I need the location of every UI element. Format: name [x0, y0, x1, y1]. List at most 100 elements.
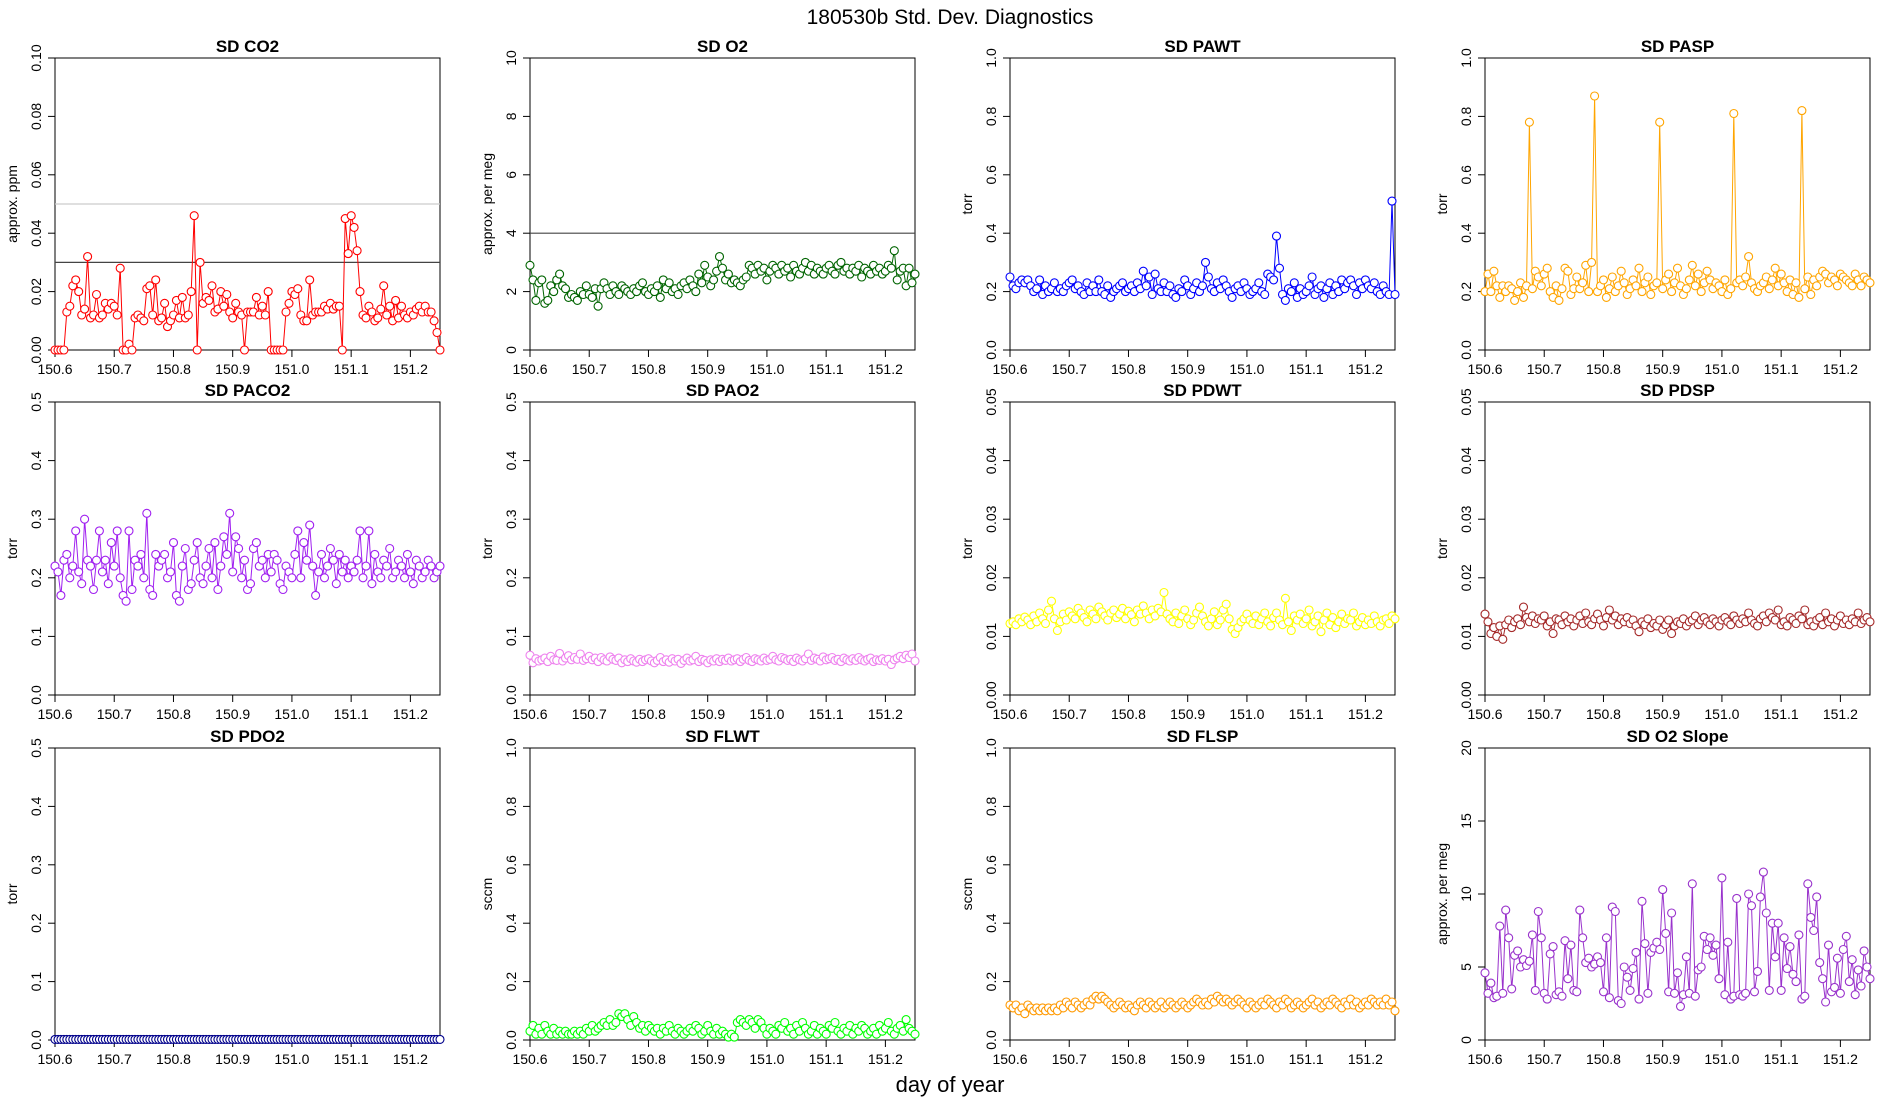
data-point	[420, 567, 430, 577]
data-point	[160, 549, 170, 559]
data-point	[1052, 625, 1062, 636]
data-point	[1486, 287, 1496, 297]
data-point	[1129, 617, 1139, 627]
data-point	[1289, 278, 1299, 288]
data-point	[53, 567, 63, 577]
data-point	[305, 520, 315, 530]
data-point	[1752, 966, 1763, 976]
data-point	[1584, 287, 1594, 297]
y-axis-label: torr	[1434, 193, 1450, 214]
data-point	[1681, 952, 1691, 962]
y-tick-label: 0.0	[983, 1030, 999, 1050]
x-tick-label: 150.6	[512, 361, 547, 377]
data-point	[910, 269, 920, 279]
data-point	[1791, 618, 1801, 629]
data-point	[213, 584, 223, 595]
panel-title: SD PACO2	[205, 381, 291, 400]
x-tick-label: 150.8	[156, 361, 191, 377]
data-point	[133, 561, 143, 571]
data-point	[1696, 962, 1706, 972]
data-point	[97, 310, 107, 320]
y-tick-label: 0.2	[503, 568, 519, 588]
x-tick-label: 150.6	[992, 706, 1027, 722]
data-point	[1723, 937, 1733, 947]
data-point	[697, 278, 707, 288]
data-point	[1566, 940, 1576, 950]
data-point	[1215, 615, 1225, 625]
data-point	[127, 345, 137, 355]
data-point	[319, 573, 330, 583]
data-point	[1254, 278, 1264, 288]
x-tick-label: 150.8	[1586, 361, 1621, 377]
data-point	[1711, 940, 1721, 950]
data-point	[1749, 987, 1760, 997]
data-point	[1489, 266, 1499, 276]
y-tick-label: 0.8	[1458, 106, 1474, 126]
data-point	[1714, 974, 1724, 984]
data-point	[65, 301, 75, 311]
data-point	[1307, 272, 1317, 282]
data-point	[106, 538, 116, 548]
data-point	[364, 526, 374, 536]
data-point	[1744, 252, 1754, 262]
data-point	[260, 573, 270, 583]
data-point	[1622, 972, 1632, 982]
x-tick-label: 151.1	[1289, 1051, 1324, 1067]
data-point	[239, 555, 250, 565]
data-point	[177, 292, 187, 302]
data-point	[1829, 982, 1840, 992]
data-point	[1390, 1006, 1400, 1016]
data-point	[1094, 275, 1104, 285]
data-point	[910, 656, 920, 666]
data-point	[109, 301, 119, 311]
panel-title: SD PASP	[1641, 37, 1714, 56]
panel-9: SD FLWT sccm 0.0 0.2 0.4 0.6 0.8 1.0 150.6 150.7 1…	[479, 727, 920, 1067]
data-point	[432, 327, 442, 338]
data-point	[263, 287, 273, 297]
data-point	[1304, 605, 1314, 615]
data-point	[1504, 933, 1514, 943]
x-tick-label: 150.7	[1052, 361, 1087, 377]
data-point	[1480, 968, 1490, 978]
data-point	[821, 1029, 831, 1039]
figure-title: 180530b Std. Dev. Diagnostics	[807, 6, 1094, 29]
x-tick-label: 151.0	[749, 1051, 784, 1067]
data-point	[1782, 621, 1792, 631]
data-point	[1823, 940, 1834, 950]
data-point	[531, 295, 541, 305]
data-point	[1687, 260, 1697, 270]
data-point	[1850, 990, 1860, 1000]
y-tick-label: 0.02	[28, 278, 44, 305]
data-point	[1557, 284, 1567, 294]
data-point	[1587, 257, 1597, 267]
y-tick-label: 0.0	[503, 685, 519, 705]
data-point	[1675, 1001, 1686, 1011]
x-tick-label: 151.0	[274, 361, 309, 377]
data-point	[904, 263, 914, 273]
data-point	[1604, 605, 1614, 615]
data-point	[1043, 605, 1054, 615]
data-point	[1369, 278, 1379, 288]
data-point	[1117, 278, 1128, 288]
data-point	[1741, 272, 1751, 282]
data-point	[892, 275, 902, 285]
data-point	[1652, 278, 1662, 288]
y-tick-label: 0.00	[983, 681, 999, 708]
data-point	[198, 579, 208, 589]
x-tick-label: 150.9	[690, 361, 725, 377]
x-tick-label: 151.0	[1229, 361, 1264, 377]
y-tick-label: 0.6	[1458, 165, 1474, 185]
panel-8: SD PDO2 torr 0.0 0.1 0.2 0.3 0.4 0.5 150.6 150.7 1…	[4, 727, 445, 1067]
data-point	[1174, 618, 1184, 629]
data-point	[1286, 287, 1296, 297]
y-axis-label: approx. per meg	[1434, 843, 1450, 945]
data-point	[222, 289, 232, 300]
data-point	[1578, 933, 1588, 943]
x-tick-label: 151.0	[1229, 706, 1264, 722]
y-tick-label: 0.0	[983, 340, 999, 360]
x-tick-label: 150.8	[1586, 1051, 1621, 1067]
panel-title: SD FLWT	[685, 727, 760, 746]
data-point	[186, 287, 196, 297]
data-point	[1604, 993, 1614, 1003]
